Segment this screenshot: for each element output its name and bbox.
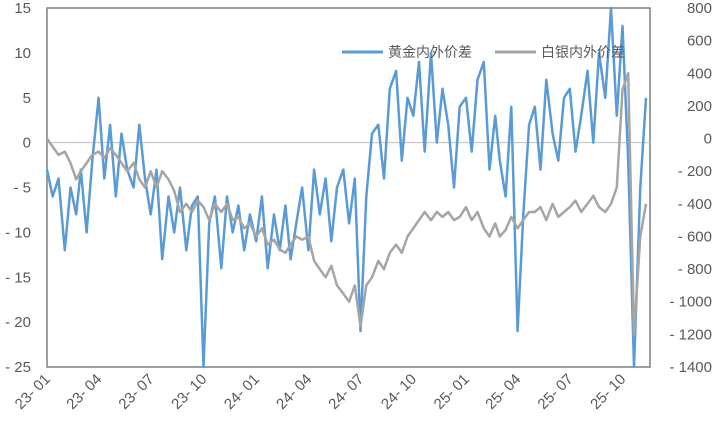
y-left-tick-label: - 25 — [5, 359, 31, 376]
y-right-tick-label: 200 — [687, 98, 712, 115]
y-right-tick-label: 400 — [687, 65, 712, 82]
x-tick-label: 23- 01 — [12, 371, 54, 413]
silver-spread-line — [45, 72, 648, 336]
y-right-tick-label: 0 — [704, 131, 712, 148]
y-left-tick-label: 0 — [23, 135, 31, 152]
x-tick-label: 25- 10 — [587, 371, 629, 413]
legend-label-silver: 白银内外价差 — [541, 44, 625, 60]
y-right-tick-label: - 800 — [678, 261, 712, 278]
y-left-tick-label: - 10 — [5, 224, 31, 241]
gold-spread-line — [45, 6, 648, 369]
x-tick-label: 25- 07 — [534, 371, 576, 413]
x-tick-label: 23- 10 — [168, 371, 210, 413]
x-tick-label: 24- 01 — [221, 371, 263, 413]
x-tick-label: 24- 04 — [273, 371, 315, 413]
y-right-tick-label: - 600 — [678, 228, 712, 245]
x-tick-label: 23- 07 — [115, 371, 157, 413]
y-left-tick-label: - 20 — [5, 314, 31, 331]
y-left-tick-label: - 15 — [5, 269, 31, 286]
x-tick-label: 24- 10 — [378, 371, 420, 413]
x-tick-label: 24- 07 — [325, 371, 367, 413]
y-right-tick-label: 600 — [687, 33, 712, 50]
x-tick-label: 25- 04 — [482, 371, 524, 413]
legend: 黄金内外价差 白银内外价差 — [342, 44, 625, 60]
y-left-tick-label: 5 — [23, 90, 31, 107]
y-right-tick-label: - 1000 — [669, 294, 712, 311]
y-right-tick-label: - 400 — [678, 196, 712, 213]
y-right-tick-label: 800 — [687, 0, 712, 17]
legend-label-gold: 黄金内外价差 — [388, 44, 472, 60]
y-left-tick-label: 15 — [14, 0, 31, 17]
y-left-tick-label: 10 — [14, 45, 31, 62]
y-right-tick-label: - 200 — [678, 163, 712, 180]
y-right-tick-label: - 1200 — [669, 326, 712, 343]
y-right-tick-label: - 1400 — [669, 359, 712, 376]
x-tick-label: 23- 04 — [63, 371, 105, 413]
x-tick-label: 25- 01 — [431, 371, 473, 413]
plot-area — [46, 7, 651, 368]
y-left-tick-label: - 5 — [13, 180, 31, 197]
